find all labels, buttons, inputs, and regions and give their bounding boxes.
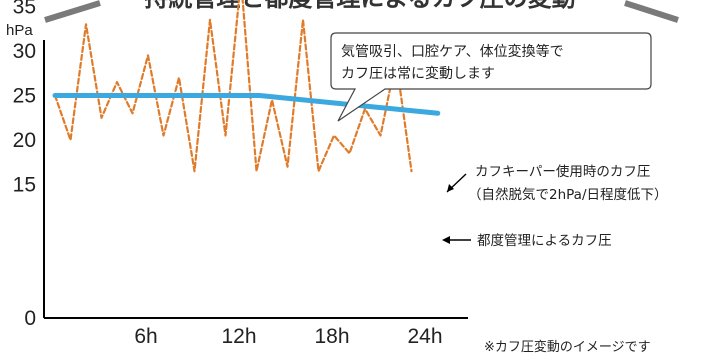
x-tick-labels: 6h 12h 18h 24h xyxy=(134,325,442,348)
keeper-annotation: カフキーパー使用時のカフ圧 （自然脱気で2hPa/日程度低下） xyxy=(446,163,668,203)
y-tick-label: 35 xyxy=(13,0,36,19)
title-banner: 持続管理と都度管理によるカフ圧の変動 xyxy=(44,0,679,23)
callout-bubble: 気管吸引、口腔ケア、体位変換等で カフ圧は常に変動します xyxy=(330,32,652,122)
y-tick-label: 20 xyxy=(13,129,36,152)
keeper-series-label: カフキーパー使用時のカフ圧 xyxy=(475,163,650,180)
y-axis-unit: hPa xyxy=(6,22,33,39)
callout-line-1: 気管吸引、口腔ケア、体位変換等で xyxy=(341,43,564,60)
x-tick-label: 24h xyxy=(407,325,442,348)
y-tick-labels: 0152025303540 xyxy=(13,0,36,330)
keeper-arrowhead-icon xyxy=(447,184,454,192)
y-tick-label: 0 xyxy=(24,307,36,330)
y-tick-label: 30 xyxy=(13,40,36,63)
x-tick-label: 6h xyxy=(134,325,157,348)
y-tick-label: 15 xyxy=(13,174,36,197)
x-tick-label: 18h xyxy=(314,325,349,348)
keeper-pressure-line xyxy=(52,93,441,116)
callout-line-2: カフ圧は常に変動します xyxy=(341,65,495,82)
series-layer xyxy=(52,0,441,173)
title-right-bracket xyxy=(624,0,679,23)
axes xyxy=(43,40,468,319)
intermittent-annotation: 都度管理によるカフ圧 xyxy=(442,233,612,249)
intermittent-series-label: 都度管理によるカフ圧 xyxy=(477,233,612,249)
intermittent-pressure-line xyxy=(53,0,413,173)
footnote: ※カフ圧変動のイメージです xyxy=(484,339,651,354)
callout-shape xyxy=(330,32,652,122)
x-tick-label: 12h xyxy=(221,325,256,348)
y-tick-label: 25 xyxy=(13,85,36,108)
intermittent-arrowhead-icon xyxy=(442,236,450,244)
keeper-series-sublabel: （自然脱気で2hPa/日程度低下） xyxy=(468,186,668,203)
chart-title: 持続管理と都度管理によるカフ圧の変動 xyxy=(144,0,575,12)
title-left-bracket xyxy=(44,0,101,23)
